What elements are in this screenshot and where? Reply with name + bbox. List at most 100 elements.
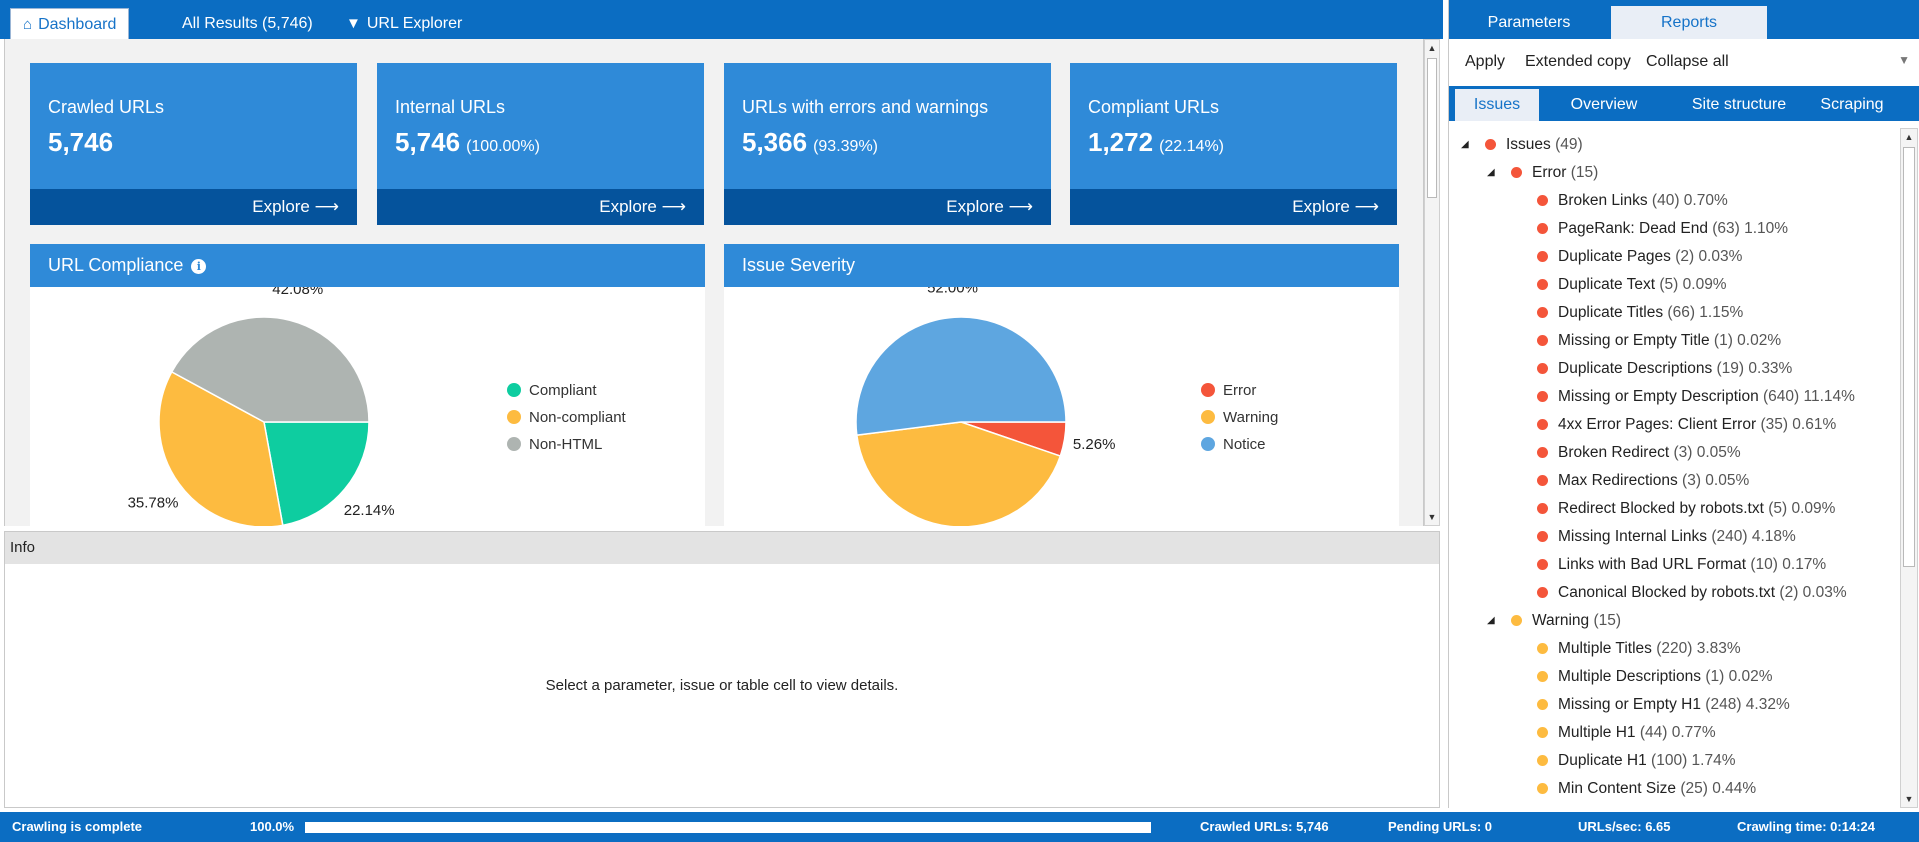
tree-item-error[interactable]: Duplicate Text (5) 0.09% (1537, 271, 1727, 299)
tree-item-error[interactable]: PageRank: Dead End (63) 1.10% (1537, 215, 1788, 243)
tree-item-label: Broken Links (1558, 192, 1652, 209)
tree-item-warning[interactable]: Multiple H1 (44) 0.77% (1537, 719, 1716, 747)
severity-dot-icon (1511, 615, 1522, 626)
pie-slice-warning[interactable] (855, 421, 1062, 526)
tree-item-count: (220) 3.83% (1656, 640, 1741, 657)
progress-text: 100.0% (250, 819, 295, 834)
severity-dot-icon (1537, 195, 1548, 206)
tree-item-error[interactable]: 4xx Error Pages: Client Error (35) 0.61% (1537, 411, 1836, 439)
card-footer: Explore ⟶ (724, 189, 1051, 225)
scroll-down-icon[interactable]: ▼ (1427, 512, 1437, 522)
tab-scraping[interactable]: Scraping (1820, 96, 1884, 113)
arrow-right-icon: ⟶ (314, 197, 339, 216)
tree-item-error[interactable]: Redirect Blocked by robots.txt (5) 0.09% (1537, 495, 1835, 523)
tree-item-error[interactable]: Broken Links (40) 0.70% (1537, 187, 1728, 215)
tree-scrollbar[interactable]: ▲ ▼ (1900, 128, 1918, 808)
tab-overview[interactable]: Overview (1570, 96, 1638, 113)
dashboard-scrollbar[interactable]: ▲ ▼ (1424, 39, 1440, 526)
pie-slice-non-compliant[interactable] (158, 370, 284, 526)
collapse-all-button[interactable]: Collapse all (1646, 53, 1729, 70)
severity-dot-icon (1537, 671, 1548, 682)
legend-item-warning[interactable]: Warning (1201, 409, 1278, 426)
tab-all-results[interactable]: All Results (5,746) (182, 15, 313, 32)
tree-item-error[interactable]: Missing or Empty Title (1) 0.02% (1537, 327, 1781, 355)
scroll-thumb[interactable] (1427, 58, 1437, 198)
legend-swatch (507, 383, 521, 397)
panel-header: URL Compliance i (30, 244, 705, 287)
arrow-right-icon: ⟶ (1354, 197, 1379, 216)
main-tab-bar: ⌂ Dashboard All Results (5,746) ▼ URL Expl… (0, 0, 1443, 39)
right-toolbar: Apply Extended copy Collapse all ▼ (1449, 45, 1919, 80)
tree-item-error[interactable]: Max Redirections (3) 0.05% (1537, 467, 1749, 495)
tree-item-label: Min Content Size (1558, 780, 1681, 797)
tree-item-warning[interactable]: Min Content Size (25) 0.44% (1537, 775, 1756, 803)
tab-parameters[interactable]: Parameters (1487, 14, 1571, 31)
explore-button[interactable]: Explore ⟶ (1292, 197, 1379, 216)
scroll-up-icon[interactable]: ▲ (1427, 43, 1437, 53)
legend-swatch (1201, 410, 1215, 424)
tab-reports[interactable]: Reports (1611, 6, 1767, 39)
progress-fill (305, 822, 1151, 833)
apply-button[interactable]: Apply (1465, 53, 1506, 70)
pie-slice-compliant[interactable] (263, 421, 370, 526)
extended-copy-button[interactable]: Extended copy (1525, 53, 1631, 70)
tree-item-error[interactable]: Duplicate Titles (66) 1.15% (1537, 299, 1743, 327)
tree-item-error[interactable]: Broken Redirect (3) 0.05% (1537, 439, 1741, 467)
pie-data-label: 22.14% (344, 502, 395, 519)
pie-slice-notice[interactable] (855, 316, 1067, 436)
legend-item-non-html[interactable]: Non-HTML (507, 436, 602, 453)
tab-site-structure[interactable]: Site structure (1691, 96, 1787, 113)
severity-dot-icon (1537, 503, 1548, 514)
scroll-up-icon[interactable]: ▲ (1904, 132, 1914, 142)
explore-button[interactable]: Explore ⟶ (252, 197, 339, 216)
tree-item-error[interactable]: Duplicate Descriptions (19) 0.33% (1537, 355, 1792, 383)
legend-item-error[interactable]: Error (1201, 382, 1256, 399)
issues-tree: ◢ Issues (49) ◢ Error (15) Broken Links (40)… (1449, 131, 1900, 808)
url-compliance-chart: 22.14% 35.78% 42.08% (128, 287, 395, 526)
tree-item-warning[interactable]: Missing or Empty H1 (248) 4.32% (1537, 691, 1790, 719)
tab-url-explorer[interactable]: ▼ URL Explorer (334, 8, 474, 39)
tree-item-warning[interactable]: Duplicate H1 (100) 1.74% (1537, 747, 1736, 775)
scroll-down-icon[interactable]: ▼ (1904, 794, 1914, 804)
tree-item-warning[interactable]: Multiple Descriptions (1) 0.02% (1537, 663, 1773, 691)
collapse-caret-icon[interactable]: ◢ (1461, 139, 1469, 150)
tree-item-label: Duplicate Pages (1558, 248, 1676, 265)
collapse-caret-icon[interactable]: ◢ (1487, 615, 1495, 626)
scroll-thumb[interactable] (1903, 147, 1915, 567)
card-title: URLs with errors and warnings (742, 97, 989, 117)
explore-button[interactable]: Explore ⟶ (599, 197, 686, 216)
tree-item-warning[interactable]: Multiple Titles (220) 3.83% (1537, 635, 1741, 663)
legend-label: Compliant (529, 382, 597, 399)
tree-node-warning[interactable]: Warning (15) (1511, 607, 1621, 635)
legend-item-notice[interactable]: Notice (1201, 436, 1266, 453)
tree-node-error[interactable]: Error (15) (1511, 159, 1598, 187)
tab-issues[interactable]: Issues (1455, 89, 1539, 121)
legend-item-non-compliant[interactable]: Non-compliant (507, 409, 626, 426)
card-title: Internal URLs (395, 97, 506, 117)
tree-item-label: Broken Redirect (1558, 444, 1674, 461)
tree-item-error[interactable]: Duplicate Pages (2) 0.03% (1537, 243, 1742, 271)
filter-icon[interactable]: ▼ (1898, 53, 1910, 67)
tree-item-error[interactable]: Links with Bad URL Format (10) 0.17% (1537, 551, 1826, 579)
tree-node-issues[interactable]: Issues (49) (1485, 131, 1583, 159)
home-icon: ⌂ (23, 16, 33, 33)
issue-severity-chart: 5.26% 52.00% (855, 287, 1115, 526)
tab-dashboard[interactable]: ⌂ Dashboard (10, 8, 130, 39)
legend-item-compliant[interactable]: Compliant (507, 382, 597, 399)
explore-button[interactable]: Explore ⟶ (946, 197, 1033, 216)
tree-item-error[interactable]: Missing or Empty Description (640) 11.14… (1537, 383, 1855, 411)
tree-item-count: (240) 4.18% (1711, 528, 1796, 545)
panel-header: Issue Severity (724, 244, 1399, 287)
tree-item-count: (5) 0.09% (1659, 276, 1727, 293)
tree-item-error[interactable]: Missing Internal Links (240) 4.18% (1537, 523, 1796, 551)
info-icon[interactable]: i (191, 259, 207, 274)
collapse-caret-icon[interactable]: ◢ (1487, 167, 1495, 178)
pie-slice-non-html[interactable] (170, 316, 370, 423)
severity-dot-icon (1537, 727, 1548, 738)
tree-item-count: (15) (1570, 164, 1599, 181)
card-urls-with-errors: URLs with errors and warnings 5,366 (93.3… (724, 63, 1051, 225)
card-value: 5,746 (100.00%) (395, 127, 540, 157)
pie-data-label: 52.00% (927, 287, 978, 296)
tree-item-error[interactable]: Canonical Blocked by robots.txt (2) 0.03… (1537, 579, 1847, 607)
severity-dot-icon (1537, 279, 1548, 290)
